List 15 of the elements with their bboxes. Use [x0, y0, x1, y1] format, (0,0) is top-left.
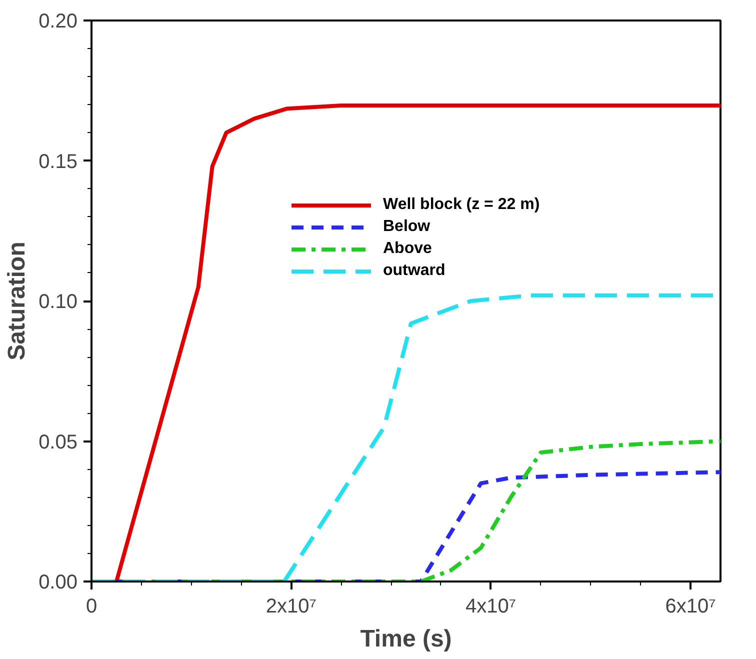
legend-label: Above: [383, 240, 432, 258]
x-axis-title: Time (s): [360, 626, 452, 652]
x-tick-label: 6x10⁷: [665, 596, 716, 618]
y-tick-label: 0.10: [38, 291, 78, 313]
y-tick-label: 0.20: [38, 10, 78, 32]
legend-label: outward: [383, 262, 446, 280]
y-axis-title: Saturation: [4, 242, 31, 360]
x-tick-label: 2x10⁷: [266, 596, 316, 618]
y-tick-label: 0.05: [38, 431, 78, 454]
y-tick-label: 0.00: [38, 572, 78, 594]
legend-label: Below: [383, 218, 430, 236]
x-tick-label: 0: [86, 596, 98, 618]
x-tick-label: 4x10⁷: [466, 596, 516, 618]
y-tick-label: 0.15: [38, 150, 78, 173]
legend-label: Well block (z = 22 m): [383, 196, 540, 214]
